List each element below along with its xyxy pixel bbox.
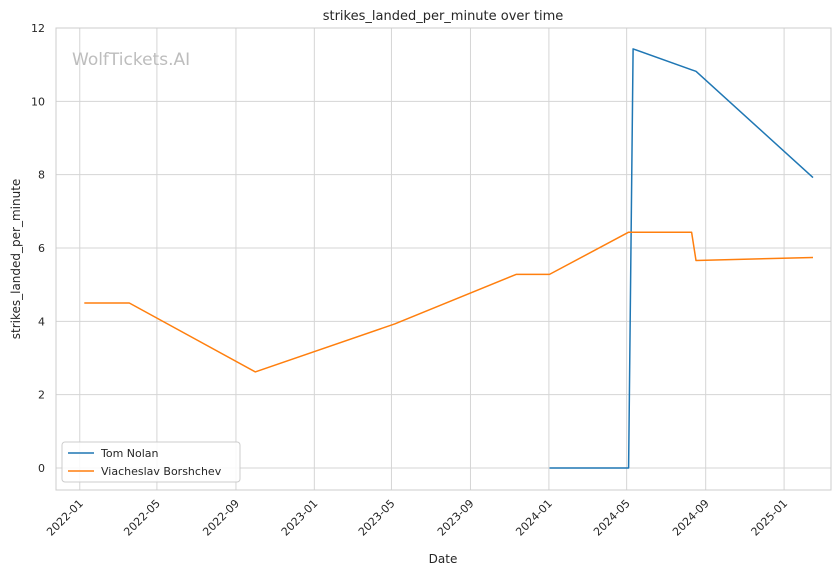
legend: Tom Nolan Viacheslav Borshchev: [61, 441, 241, 483]
x-tick-label: 2023-01: [279, 497, 321, 539]
x-tick-label: 2023-09: [435, 497, 477, 539]
chart-title: strikes_landed_per_minute over time: [323, 9, 564, 24]
grid: [56, 27, 831, 490]
x-tick-label: 2022-05: [121, 497, 163, 539]
y-tick-label: 4: [38, 315, 45, 328]
x-tick-label: 2023-05: [356, 497, 398, 539]
y-tick-label: 8: [38, 169, 45, 182]
x-tick-label: 2024-05: [591, 497, 633, 539]
y-tick-label: 0: [38, 462, 45, 475]
x-tick-label: 2022-01: [44, 497, 86, 539]
y-axis-label: strikes_landed_per_minute: [9, 179, 23, 340]
legend-box: [61, 441, 241, 483]
x-axis-label: Date: [429, 552, 458, 566]
legend-label-tom-nolan: Tom Nolan: [100, 447, 159, 460]
y-tick-label: 10: [31, 95, 45, 108]
series-line-tom-nolan: [549, 48, 814, 469]
y-tick-label: 6: [38, 242, 45, 255]
series-line-viacheslav-borshchev: [84, 231, 814, 373]
plot-frame: [55, 27, 832, 491]
watermark: WolfTickets.AI: [72, 50, 190, 70]
x-tick-label: 2022-09: [200, 497, 242, 539]
legend-label-viacheslav-borshchev: Viacheslav Borshchev: [101, 465, 222, 478]
y-tick-label: 2: [38, 389, 45, 402]
y-tick-label: 12: [31, 22, 45, 35]
series-layer: [84, 48, 814, 469]
x-tick-label: 2024-01: [513, 497, 555, 539]
x-tick-label: 2025-01: [749, 497, 791, 539]
x-tick-label: 2024-09: [670, 497, 712, 539]
